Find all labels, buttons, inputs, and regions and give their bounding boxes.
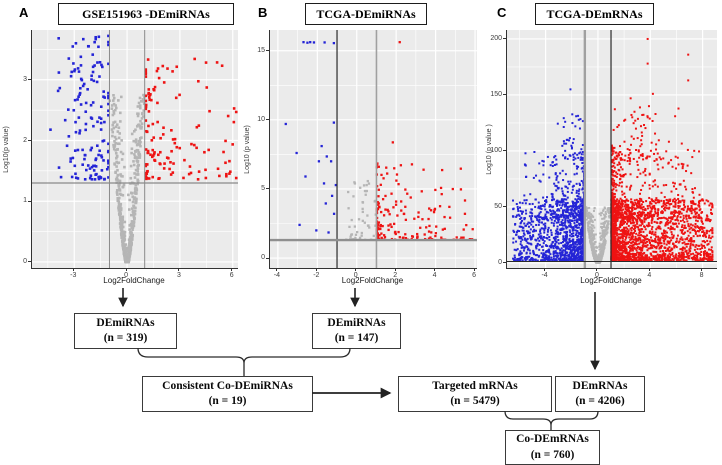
- y-tick-mark: [266, 188, 269, 190]
- y-tick-mark: [266, 50, 269, 52]
- volcano-panel-a: A GSE151963 -DEmiRNAs Log10(p value) Log…: [0, 0, 240, 300]
- x-tick-label: 0: [124, 272, 129, 279]
- x-tick-mark: [231, 268, 233, 271]
- x-tick-label: 6: [229, 272, 234, 279]
- y-tick-label: 100: [490, 146, 502, 154]
- x-tick-label: -3: [70, 272, 77, 279]
- flow-box-demirnas-gse: DEmiRNAs (n = 319): [74, 313, 177, 349]
- panel-letter-b: B: [258, 5, 268, 20]
- y-tick-label: 50: [494, 202, 502, 210]
- panel-b-title-box: TCGA-DEmiRNAs: [305, 3, 427, 25]
- volcano-panel-b: B TCGA-DEmiRNAs Log10 (p value) Log2Fold…: [240, 0, 480, 300]
- y-tick-mark: [503, 262, 506, 264]
- panel-c-title-box: TCGA-DEmRNAs: [535, 3, 654, 25]
- y-tick-label: 200: [490, 34, 502, 42]
- flow-box-consistent-co-demirnas: Consistent Co-DEmiRNAs (n = 19): [142, 376, 313, 412]
- y-tick-label: 3: [23, 75, 27, 83]
- panel-b-plot-canvas: [269, 30, 477, 269]
- y-tick-label: 0: [498, 258, 502, 266]
- x-tick-mark: [178, 268, 180, 271]
- panel-a-title: GSE151963 -DEmiRNAs: [82, 6, 210, 21]
- flow-box-co-demrnas: Co-DEmRNAs (n = 760): [505, 430, 600, 465]
- x-tick-mark: [648, 268, 650, 271]
- x-tick-label: -4: [273, 272, 280, 279]
- x-tick-label: -4: [541, 272, 548, 279]
- x-tick-label: 0: [594, 272, 599, 279]
- panel-a-plot-canvas: [31, 30, 238, 269]
- x-tick-mark: [544, 268, 546, 271]
- x-tick-label: 3: [176, 272, 181, 279]
- y-tick-mark: [28, 140, 31, 141]
- panel-letter-a: A: [19, 5, 29, 20]
- x-tick-label: 0: [353, 272, 358, 279]
- x-tick-label: 4: [432, 272, 437, 279]
- x-tick-label: 8: [699, 272, 704, 279]
- x-tick-label: 6: [472, 272, 476, 279]
- y-tick-label: 1: [23, 197, 27, 205]
- panel-a-x-axis-label: Log2FoldChange: [103, 276, 165, 285]
- y-tick-mark: [503, 150, 506, 152]
- x-tick-mark: [72, 268, 74, 271]
- x-tick-mark: [596, 268, 598, 271]
- volcano-panel-c: C TCGA-DEmRNAs Log10 (p value ) Log2Fold…: [480, 0, 722, 300]
- y-tick-label: 0: [261, 254, 265, 262]
- panel-b-x-axis-label: Log2FoldChange: [341, 276, 404, 285]
- brace-demrnas-merge: [504, 410, 599, 430]
- brace-demirnas-merge: [137, 347, 351, 376]
- x-tick-mark: [125, 268, 127, 271]
- flow-box-demirnas-tcga: DEmiRNAs (n = 147): [312, 313, 401, 349]
- y-tick-label: 2: [23, 136, 27, 144]
- y-tick-mark: [503, 94, 506, 96]
- panel-c-plot-canvas: [506, 30, 717, 269]
- panel-c-title: TCGA-DEmRNAs: [546, 6, 643, 21]
- y-tick-mark: [503, 38, 506, 40]
- panel-c-x-axis-label: Log2FoldChange: [580, 276, 642, 285]
- x-tick-label: 4: [647, 272, 652, 279]
- panel-letter-c: C: [497, 5, 507, 20]
- y-tick-label: 5: [261, 184, 265, 192]
- x-tick-label: 2: [393, 272, 398, 279]
- x-tick-mark: [355, 268, 357, 271]
- y-tick-mark: [28, 200, 31, 202]
- panel-a-title-box: GSE151963 -DEmiRNAs: [58, 3, 234, 25]
- x-tick-mark: [434, 268, 436, 271]
- y-tick-mark: [28, 261, 31, 263]
- x-tick-mark: [394, 268, 396, 271]
- x-tick-mark: [276, 268, 278, 271]
- y-tick-label: 15: [257, 46, 265, 54]
- y-tick-label: 10: [257, 115, 265, 123]
- flow-box-demrnas: DEmRNAs (n = 4206): [555, 376, 645, 412]
- y-tick-mark: [28, 79, 31, 81]
- x-tick-label: -2: [313, 272, 320, 279]
- flow-box-targeted-mrnas: Targeted mRNAs (n = 5479): [398, 376, 552, 412]
- y-tick-label: 0: [23, 257, 27, 265]
- panel-b-title: TCGA-DEmiRNAs: [316, 6, 416, 21]
- x-tick-mark: [701, 268, 703, 271]
- y-tick-mark: [266, 257, 269, 259]
- y-tick-mark: [503, 206, 506, 208]
- x-tick-mark: [315, 268, 317, 271]
- x-tick-mark: [473, 268, 475, 271]
- y-tick-label: 150: [490, 90, 502, 98]
- y-tick-mark: [266, 119, 269, 121]
